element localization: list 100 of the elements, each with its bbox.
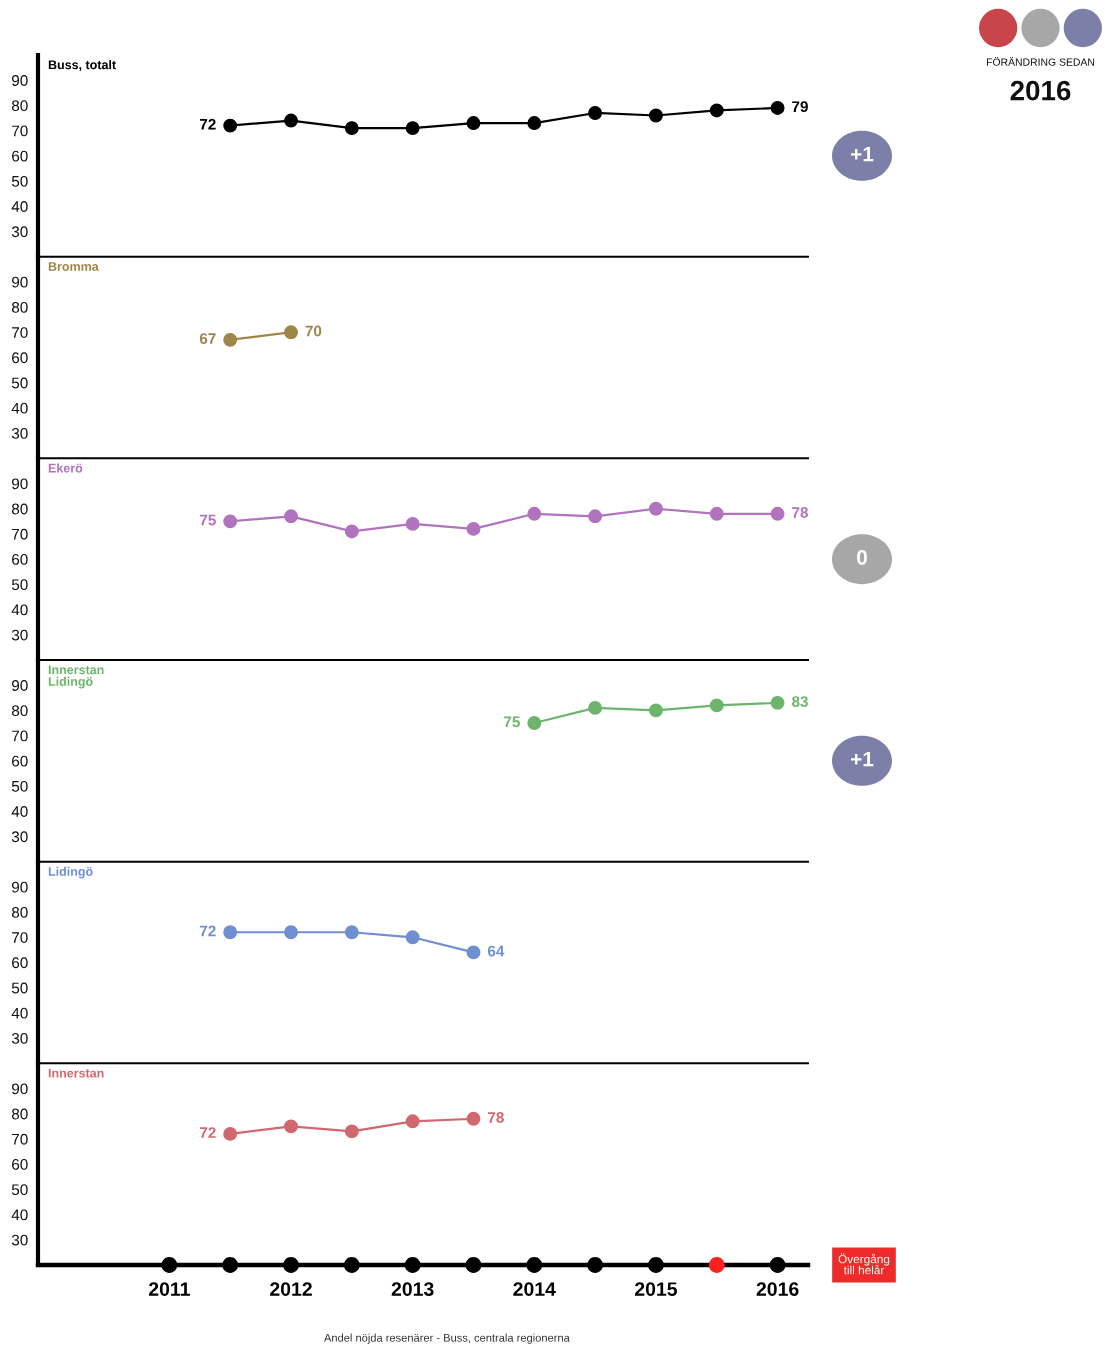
point bbox=[284, 113, 298, 128]
y-tick-label: 40 bbox=[11, 402, 28, 414]
text: +1 bbox=[851, 751, 874, 767]
point bbox=[588, 509, 603, 524]
y-tick-label: 90 bbox=[12, 680, 28, 691]
y-tick-label: 50 bbox=[11, 579, 28, 591]
chart-title: Buss, totalt bbox=[48, 60, 116, 72]
y-tick-label: 90 bbox=[12, 881, 28, 893]
point bbox=[343, 1257, 360, 1273]
data-label: 67 bbox=[199, 333, 216, 344]
y-tick-label: 30 bbox=[11, 629, 28, 641]
data-label: 70 bbox=[305, 325, 322, 337]
y-tick-label: 70 bbox=[12, 125, 28, 137]
point bbox=[223, 514, 238, 529]
data-label: 72 bbox=[199, 118, 216, 130]
y-tick-label: 80 bbox=[11, 100, 28, 112]
text: 0 bbox=[857, 550, 867, 565]
point bbox=[284, 509, 298, 524]
point bbox=[344, 524, 359, 539]
data-label: 72 bbox=[199, 1127, 216, 1138]
point bbox=[344, 1124, 359, 1139]
y-tick-label: 50 bbox=[11, 377, 28, 389]
x-tick-label: 2013 bbox=[391, 1282, 434, 1296]
point bbox=[405, 516, 420, 531]
point bbox=[588, 106, 603, 120]
y-tick-label: 60 bbox=[12, 957, 28, 969]
point bbox=[223, 118, 238, 133]
y-tick-label: 80 bbox=[11, 906, 28, 918]
point bbox=[283, 1257, 299, 1273]
x-tick-label: 2015 bbox=[634, 1282, 678, 1296]
y-tick-label: 50 bbox=[11, 982, 28, 994]
point bbox=[466, 116, 481, 131]
y-tick-label: 70 bbox=[12, 528, 28, 540]
point bbox=[649, 501, 663, 516]
y-tick-label: 30 bbox=[11, 427, 28, 439]
y-tick-label: 30 bbox=[11, 226, 28, 238]
y-tick-label: 80 bbox=[11, 705, 28, 717]
point bbox=[649, 703, 663, 718]
y-tick-label: 70 bbox=[12, 932, 28, 943]
point bbox=[770, 695, 785, 710]
data-label: 79 bbox=[792, 101, 808, 113]
point bbox=[587, 1257, 604, 1273]
point bbox=[708, 1257, 725, 1273]
point bbox=[466, 521, 481, 536]
point bbox=[588, 700, 603, 715]
y-tick-label: 40 bbox=[11, 1209, 28, 1221]
data-label: 64 bbox=[487, 945, 505, 957]
point bbox=[344, 121, 359, 136]
text: Innerstan Lidingö bbox=[48, 665, 104, 689]
y-tick-label: 60 bbox=[12, 352, 28, 364]
y-tick-label: 50 bbox=[11, 1184, 28, 1196]
chart-title: Bromma bbox=[48, 262, 99, 271]
data-label: 75 bbox=[199, 514, 216, 526]
point bbox=[648, 1257, 664, 1273]
point bbox=[770, 506, 785, 521]
y-tick-label: 40 bbox=[11, 806, 28, 817]
chart-title: Innerstan bbox=[48, 1068, 104, 1078]
y-tick-label: 90 bbox=[12, 276, 28, 288]
text: +1 bbox=[851, 146, 874, 162]
point bbox=[709, 103, 724, 118]
y-tick-label: 60 bbox=[12, 755, 28, 767]
data-label: 83 bbox=[791, 696, 808, 707]
y-tick-label: 30 bbox=[11, 831, 28, 843]
y-tick-label: 80 bbox=[11, 1108, 28, 1120]
y-tick-label: 40 bbox=[11, 1007, 28, 1019]
data-label: 75 bbox=[504, 716, 520, 728]
text: Övergång till helår bbox=[838, 1253, 890, 1275]
y-tick-label: 30 bbox=[11, 1234, 28, 1246]
point bbox=[223, 1126, 238, 1141]
point bbox=[405, 930, 420, 945]
text: FÖRÄNDRING SEDAN bbox=[986, 56, 1095, 66]
y-tick-label: 70 bbox=[12, 730, 28, 742]
data-label: 78 bbox=[488, 1112, 504, 1123]
point bbox=[526, 1257, 543, 1273]
y-tick-label: 40 bbox=[11, 604, 28, 616]
data-label: 78 bbox=[792, 507, 808, 518]
point bbox=[709, 506, 724, 521]
chart-title: Ekerö bbox=[48, 463, 83, 473]
y-tick-label: 80 bbox=[11, 503, 28, 515]
y-tick-label: 60 bbox=[12, 554, 28, 565]
point bbox=[284, 925, 298, 940]
y-tick-label: 60 bbox=[12, 1159, 28, 1170]
data-label: 72 bbox=[199, 925, 216, 937]
y-tick-label: 40 bbox=[11, 201, 28, 212]
x-tick-label: 2011 bbox=[148, 1282, 190, 1296]
point bbox=[527, 716, 542, 730]
x-tick-label: 2016 bbox=[756, 1282, 799, 1296]
point bbox=[161, 1257, 178, 1273]
point bbox=[527, 116, 542, 131]
y-tick-label: 50 bbox=[11, 175, 28, 187]
point bbox=[770, 100, 785, 115]
point bbox=[405, 1114, 420, 1129]
y-tick-label: 90 bbox=[12, 75, 28, 86]
x-tick-label: 2012 bbox=[270, 1282, 312, 1296]
point bbox=[527, 506, 542, 521]
y-tick-label: 60 bbox=[12, 150, 28, 162]
point bbox=[344, 925, 359, 940]
point bbox=[649, 108, 663, 123]
point bbox=[769, 1257, 786, 1273]
point bbox=[404, 1257, 421, 1273]
